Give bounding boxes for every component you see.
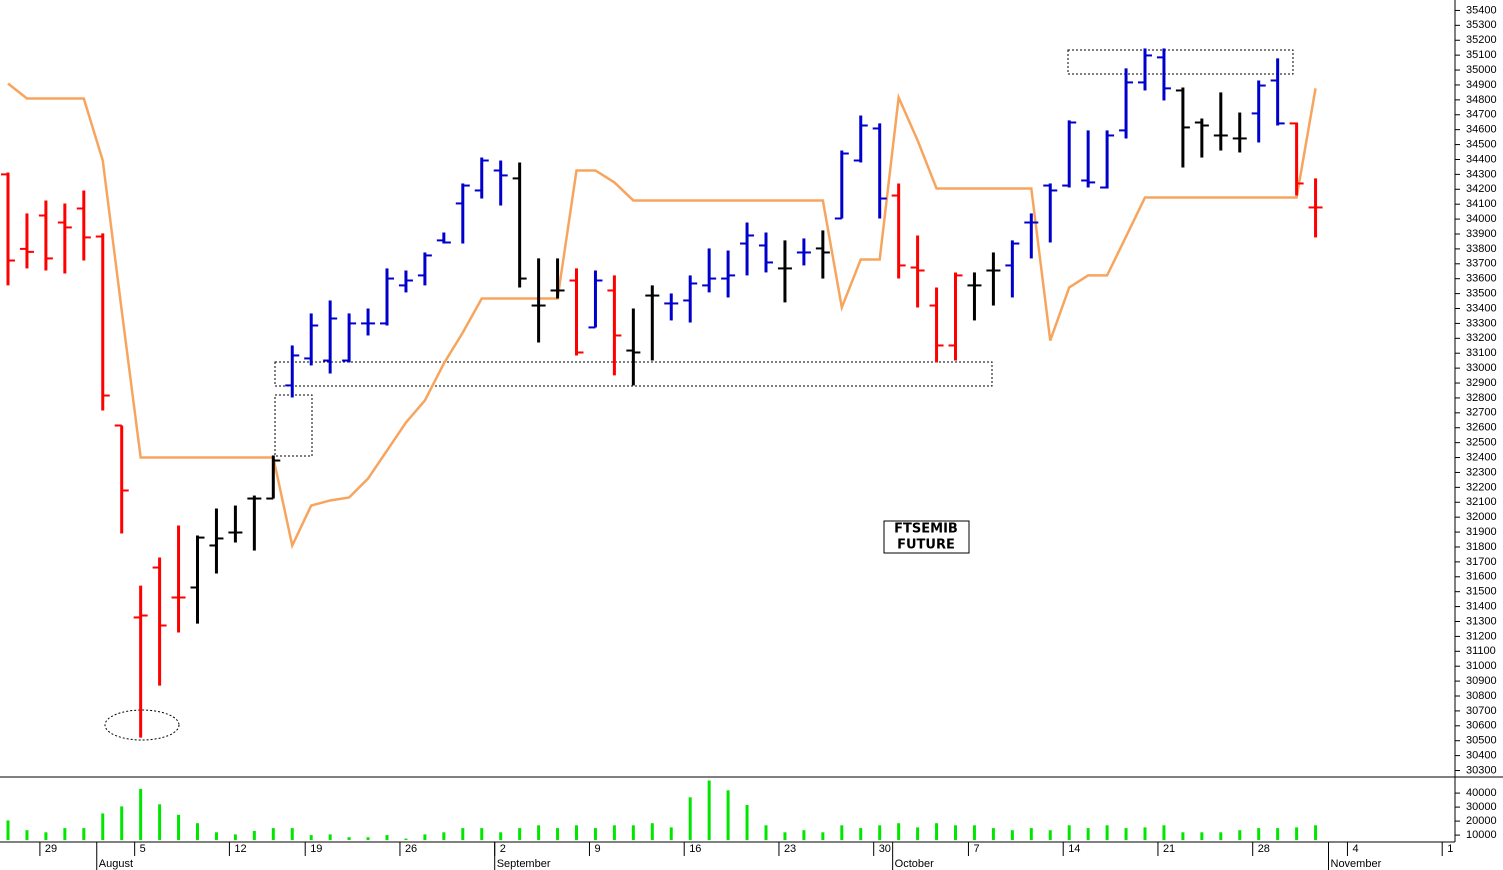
y-tick-label: 30400 <box>1466 750 1497 762</box>
month-label: November <box>1331 858 1382 870</box>
y-tick-label: 31700 <box>1466 556 1497 568</box>
y-tick-label: 32600 <box>1466 422 1497 434</box>
y-tick-label: 34000 <box>1466 213 1497 225</box>
y-tick-label: 35400 <box>1466 4 1497 16</box>
y-tick-label: 34100 <box>1466 198 1497 210</box>
y-tick-label: 40000 <box>1466 787 1497 799</box>
x-tick-label: 5 <box>140 843 146 855</box>
y-tick-label: 35200 <box>1466 34 1497 46</box>
x-tick-label: 2 <box>500 843 506 855</box>
y-tick-label: 31400 <box>1466 600 1497 612</box>
y-tick-label: 31100 <box>1466 645 1496 657</box>
x-tick-label: 4 <box>1352 843 1358 855</box>
y-tick-label: 31600 <box>1466 571 1497 583</box>
month-label: October <box>895 858 934 870</box>
y-tick-label: 33100 <box>1466 347 1497 359</box>
annotation: FTSEMIB <box>894 522 958 537</box>
y-tick-label: 32500 <box>1466 437 1497 449</box>
y-tick-label: 31200 <box>1466 630 1497 642</box>
y-tick-label: 34500 <box>1466 138 1497 150</box>
x-tick-label: 28 <box>1258 843 1270 855</box>
highlight-box <box>1067 49 1294 75</box>
y-tick-label: 31500 <box>1466 586 1497 598</box>
y-tick-label: 30500 <box>1466 735 1497 747</box>
y-tick-label: 32900 <box>1466 377 1497 389</box>
x-tick-label: 7 <box>973 843 979 855</box>
x-tick-label: 21 <box>1163 843 1175 855</box>
y-tick-label: 20000 <box>1466 815 1497 827</box>
y-tick-label: 32700 <box>1466 407 1497 419</box>
x-tick-label: 26 <box>405 843 417 855</box>
y-tick-label: 31000 <box>1466 660 1497 672</box>
x-tick-label: 29 <box>45 843 57 855</box>
y-tick-label: 33700 <box>1466 258 1497 270</box>
y-tick-label: 35300 <box>1466 19 1497 31</box>
x-tick-label: 19 <box>310 843 322 855</box>
y-tick-label: 33800 <box>1466 243 1497 255</box>
annotation-box <box>883 520 970 554</box>
x-tick-label: 1 <box>1447 843 1453 855</box>
month-label: August <box>99 858 133 870</box>
y-tick-label: 32300 <box>1466 466 1497 478</box>
y-tick-label: 31300 <box>1466 615 1497 627</box>
y-tick-label: 31800 <box>1466 541 1497 553</box>
y-tick-label: 30900 <box>1466 675 1497 687</box>
x-tick-label: 23 <box>784 843 796 855</box>
y-tick-label: 32800 <box>1466 392 1497 404</box>
y-tick-label: 33500 <box>1466 288 1497 300</box>
indicator-line <box>7 82 1317 550</box>
y-tick-label: 34700 <box>1466 109 1497 121</box>
x-tick-label: 9 <box>594 843 600 855</box>
highlight-box <box>274 394 313 457</box>
y-tick-label: 33400 <box>1466 302 1497 314</box>
y-tick-label: 30800 <box>1466 690 1497 702</box>
x-tick-label: 16 <box>689 843 701 855</box>
x-tick-label: 30 <box>879 843 891 855</box>
y-tick-label: 35000 <box>1466 64 1497 76</box>
highlight-ellipse <box>104 709 180 741</box>
y-tick-label: 32000 <box>1466 511 1497 523</box>
x-tick-label: 12 <box>234 843 246 855</box>
y-tick-label: 32100 <box>1466 496 1497 508</box>
y-tick-label: 30300 <box>1466 764 1497 776</box>
month-label: September <box>497 858 551 870</box>
y-tick-label: 33900 <box>1466 228 1497 240</box>
x-tick-label: 14 <box>1068 843 1080 855</box>
y-tick-label: 34800 <box>1466 94 1497 106</box>
y-tick-label: 32400 <box>1466 451 1497 463</box>
y-tick-label: 31900 <box>1466 526 1497 538</box>
y-tick-label: 33200 <box>1466 332 1497 344</box>
y-tick-label: 33300 <box>1466 317 1497 329</box>
y-tick-label: 30600 <box>1466 720 1497 732</box>
y-tick-label: 33600 <box>1466 273 1497 285</box>
y-tick-label: 33000 <box>1466 362 1497 374</box>
y-tick-label: 34600 <box>1466 124 1497 136</box>
y-tick-label: 32200 <box>1466 481 1497 493</box>
y-tick-label: 34200 <box>1466 183 1497 195</box>
y-tick-label: 30000 <box>1466 801 1497 813</box>
y-tick-label: 35100 <box>1466 49 1497 61</box>
y-tick-label: 34300 <box>1466 168 1497 180</box>
y-tick-label: 30700 <box>1466 705 1497 717</box>
y-tick-label: 34400 <box>1466 153 1497 165</box>
y-tick-label: 10000 <box>1466 829 1497 841</box>
y-tick-label: 34900 <box>1466 79 1497 91</box>
highlight-box <box>274 361 993 387</box>
annotation: FUTURE <box>897 538 955 553</box>
